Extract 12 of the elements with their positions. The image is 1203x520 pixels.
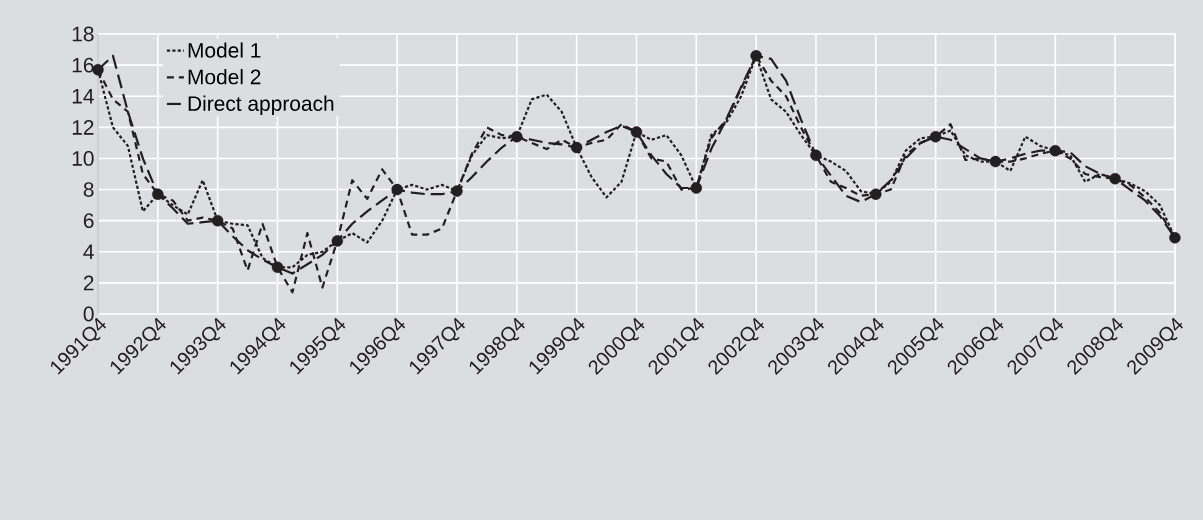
legend-label: Direct approach [188, 95, 334, 116]
y-tick-label: 6 [83, 213, 94, 229]
y-tick-label: 14 [72, 89, 94, 104]
y-tick-label: 16 [72, 57, 94, 73]
y-tick-label: 10 [72, 151, 94, 166]
legend-label: Model 1 [188, 42, 261, 58]
y-tick-label: 12 [72, 120, 94, 135]
legend-label: Model 2 [188, 69, 261, 85]
y-tick-label: 4 [83, 244, 94, 259]
y-tick-label: 8 [83, 182, 94, 197]
y-tick-label: 2 [83, 275, 94, 291]
y-tick-label: 18 [72, 26, 94, 42]
